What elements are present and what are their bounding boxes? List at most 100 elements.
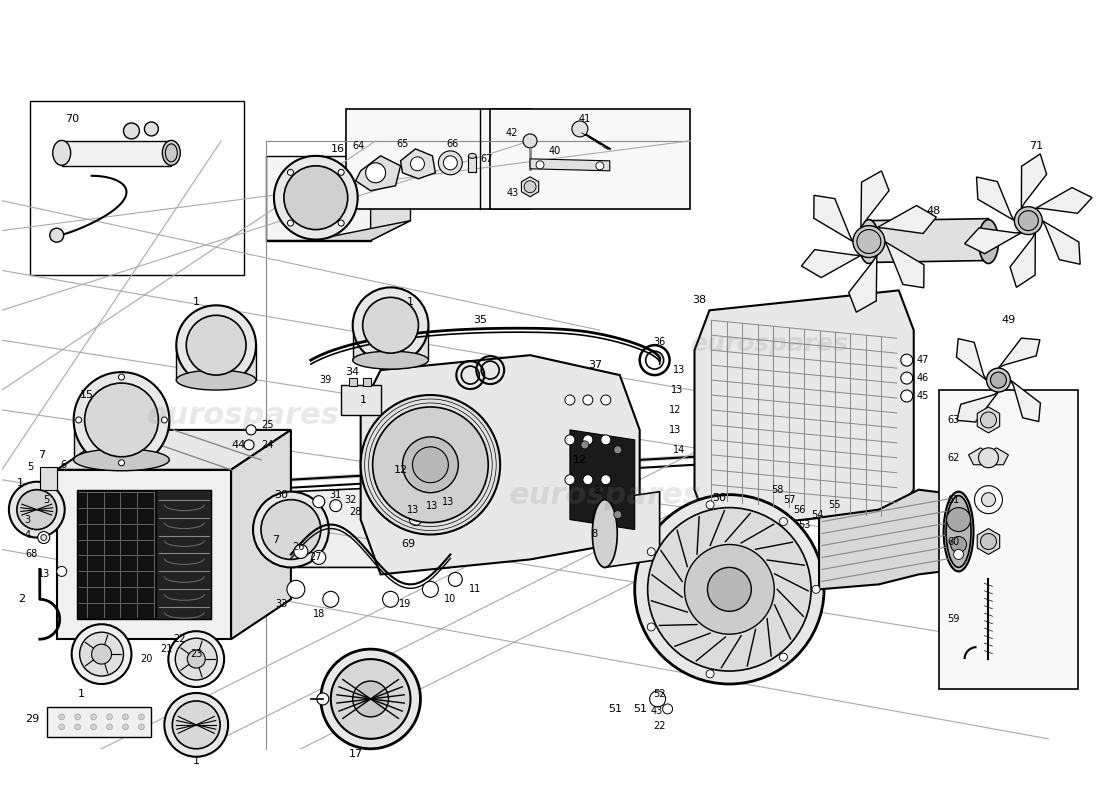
Text: 49: 49 <box>1001 315 1015 326</box>
Text: 18: 18 <box>312 610 324 619</box>
Circle shape <box>443 156 458 170</box>
Circle shape <box>176 306 256 385</box>
Text: 38: 38 <box>692 295 706 306</box>
Polygon shape <box>521 177 539 197</box>
Circle shape <box>287 170 294 175</box>
Circle shape <box>75 714 80 720</box>
Text: 13: 13 <box>442 497 454 506</box>
Circle shape <box>1019 210 1038 230</box>
Circle shape <box>422 582 439 598</box>
Circle shape <box>947 508 970 531</box>
Text: 41: 41 <box>579 114 591 124</box>
Circle shape <box>274 156 358 239</box>
Text: 22: 22 <box>173 634 186 644</box>
Polygon shape <box>290 485 450 567</box>
Polygon shape <box>176 345 256 380</box>
Text: 1: 1 <box>192 298 200 307</box>
Text: 50: 50 <box>713 493 726 502</box>
Text: 52: 52 <box>653 689 666 699</box>
Circle shape <box>383 591 398 607</box>
Polygon shape <box>77 490 211 619</box>
Circle shape <box>139 714 144 720</box>
Text: 12: 12 <box>670 405 682 415</box>
Text: 29: 29 <box>24 714 38 724</box>
Circle shape <box>565 474 575 485</box>
Polygon shape <box>57 470 231 639</box>
Circle shape <box>168 631 224 687</box>
Circle shape <box>338 170 344 175</box>
Bar <box>363 378 371 386</box>
Polygon shape <box>1043 221 1080 264</box>
Circle shape <box>647 623 656 631</box>
Circle shape <box>439 151 462 174</box>
Text: 30: 30 <box>274 490 288 500</box>
Text: 35: 35 <box>473 315 487 326</box>
Polygon shape <box>968 448 1009 465</box>
Circle shape <box>122 714 129 720</box>
Circle shape <box>330 500 342 512</box>
Ellipse shape <box>176 370 256 390</box>
Text: 46: 46 <box>916 373 930 383</box>
Text: 1: 1 <box>78 689 85 699</box>
Text: 53: 53 <box>798 519 811 530</box>
Text: 36: 36 <box>653 338 666 347</box>
Polygon shape <box>353 326 428 360</box>
Ellipse shape <box>946 496 971 567</box>
Circle shape <box>57 566 67 576</box>
Text: 11: 11 <box>469 584 482 594</box>
Text: 45: 45 <box>916 391 930 401</box>
Circle shape <box>365 163 386 182</box>
Text: 39: 39 <box>320 375 332 385</box>
Circle shape <box>987 368 1011 392</box>
Circle shape <box>244 440 254 450</box>
Polygon shape <box>605 492 660 567</box>
Circle shape <box>72 624 132 684</box>
Bar <box>491 109 690 209</box>
Text: 31: 31 <box>330 490 342 500</box>
Circle shape <box>9 482 65 538</box>
Circle shape <box>662 704 672 714</box>
Circle shape <box>565 395 575 405</box>
Ellipse shape <box>53 141 70 166</box>
Circle shape <box>596 162 604 170</box>
Text: 10: 10 <box>444 594 456 604</box>
Circle shape <box>74 372 169 468</box>
Text: 64: 64 <box>352 141 365 151</box>
Circle shape <box>107 714 112 720</box>
Polygon shape <box>802 250 861 278</box>
Polygon shape <box>814 195 852 242</box>
Circle shape <box>361 395 500 534</box>
Circle shape <box>353 287 428 363</box>
Polygon shape <box>231 430 290 639</box>
Circle shape <box>780 653 788 661</box>
Circle shape <box>614 446 622 454</box>
Ellipse shape <box>859 220 879 263</box>
Text: 42: 42 <box>506 128 518 138</box>
Circle shape <box>37 531 50 543</box>
Circle shape <box>322 591 339 607</box>
Circle shape <box>583 435 593 445</box>
Circle shape <box>954 550 964 559</box>
Circle shape <box>187 650 206 668</box>
Circle shape <box>524 134 537 148</box>
Text: 9: 9 <box>594 485 600 494</box>
Circle shape <box>122 724 129 730</box>
Circle shape <box>107 724 112 730</box>
Circle shape <box>412 489 488 565</box>
Text: 37: 37 <box>587 360 602 370</box>
Text: 26: 26 <box>293 542 305 553</box>
Polygon shape <box>570 430 635 530</box>
Circle shape <box>58 714 65 720</box>
Circle shape <box>601 474 610 485</box>
Polygon shape <box>977 529 1000 554</box>
Text: 27: 27 <box>309 553 322 562</box>
Circle shape <box>91 644 111 664</box>
Circle shape <box>294 545 308 558</box>
Bar <box>30 101 244 275</box>
Circle shape <box>321 649 420 749</box>
Circle shape <box>287 580 305 598</box>
Polygon shape <box>869 218 989 262</box>
Polygon shape <box>1011 380 1041 422</box>
Circle shape <box>409 514 421 526</box>
Text: 15: 15 <box>79 390 94 400</box>
